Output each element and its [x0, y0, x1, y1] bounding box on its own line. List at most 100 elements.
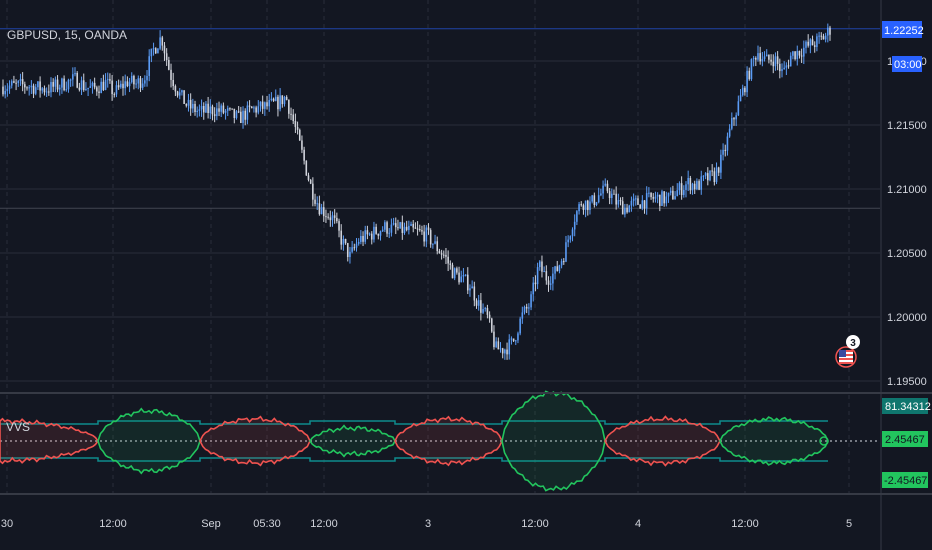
candle-body [216, 108, 218, 117]
candle-body [338, 221, 340, 231]
candle-body [414, 227, 417, 229]
candle-body [69, 79, 72, 81]
candle-body [785, 65, 788, 68]
candle-body [159, 37, 161, 49]
candle-body [632, 198, 635, 201]
candle-body [442, 254, 445, 256]
candle-body [229, 108, 231, 110]
candle-body [178, 92, 181, 96]
candle-body [460, 276, 463, 283]
candle-body [672, 190, 674, 200]
us-flag-icon [839, 350, 853, 364]
candle-body [667, 192, 670, 197]
candle-body [202, 106, 205, 113]
candle-body [582, 205, 585, 210]
candle-body [770, 59, 772, 62]
candle-body [146, 75, 148, 81]
candle-body [508, 339, 511, 355]
candle-body [615, 193, 617, 205]
candle-body [763, 56, 766, 59]
candle-body [711, 170, 713, 172]
candle-body [196, 110, 199, 113]
indicator-upper-tag: 81.34312 [882, 398, 931, 414]
candle-body [724, 149, 727, 151]
time-tick-label: 30 [1, 518, 13, 530]
candle-body [115, 85, 118, 95]
candle-body [630, 200, 633, 206]
countdown-tag: 03:00 [892, 56, 922, 72]
price-tick-label: 1.19500 [887, 376, 927, 388]
candle-body [264, 102, 266, 109]
candle-body [325, 216, 327, 218]
candle-body [416, 228, 419, 230]
candle-body [645, 193, 648, 209]
candle-body [741, 87, 744, 96]
candle-body [691, 183, 694, 191]
candle-body [493, 331, 495, 348]
candle-body [318, 203, 321, 215]
candle-body [554, 266, 556, 274]
economic-event-badge[interactable]: 3 [835, 335, 860, 368]
candle-body [436, 241, 439, 252]
candle-body [248, 105, 251, 107]
candle-body [344, 239, 347, 244]
candle-body [231, 108, 233, 110]
candle-body [301, 140, 303, 150]
candle-body [213, 114, 216, 117]
candle-body [746, 70, 748, 93]
indicator-label[interactable]: VVS [6, 420, 30, 434]
candle-body [665, 196, 668, 204]
candle-body [661, 191, 663, 206]
price-tick-label: 1.21500 [887, 120, 927, 132]
candle-body [541, 261, 543, 272]
candle-body [501, 348, 504, 354]
candle-body [602, 185, 604, 194]
candle-body [438, 251, 441, 254]
candle-body [76, 72, 78, 88]
symbol-title[interactable]: GBPUSD, 15, OANDA [7, 28, 127, 42]
candle-body [364, 230, 367, 242]
candle-body [333, 215, 336, 218]
candle-body [185, 103, 188, 106]
candle-body [172, 79, 175, 87]
candle-body [303, 149, 305, 161]
candle-body [410, 223, 412, 226]
candle-body [320, 207, 323, 215]
vvs-indicator-pane[interactable] [0, 390, 880, 492]
candle-body [28, 87, 30, 89]
candle-body [37, 81, 39, 88]
candle-body [237, 111, 240, 113]
candle-body [593, 195, 596, 206]
candle-body [547, 280, 550, 285]
candle-body [58, 87, 61, 90]
candle-body [744, 87, 746, 93]
candle-body [388, 232, 391, 234]
candle-body [624, 207, 626, 215]
candle-body [290, 113, 292, 115]
candle-body [464, 274, 467, 276]
candle-body [569, 236, 572, 240]
candle-body [722, 149, 724, 155]
candle-body [678, 183, 681, 191]
price-candles[interactable] [2, 23, 831, 360]
candle-body [543, 271, 545, 273]
candle-body [514, 340, 517, 342]
candle-body [545, 271, 548, 281]
candle-body [530, 294, 532, 308]
candle-body [65, 89, 68, 91]
candle-body [56, 79, 59, 90]
candle-body [54, 79, 57, 87]
candle-body [152, 48, 155, 50]
candle-body [181, 90, 183, 93]
candle-body [19, 79, 22, 81]
candle-body [288, 99, 290, 114]
candle-body [648, 192, 650, 194]
candle-body [386, 222, 388, 234]
candle-body [608, 191, 611, 199]
candle-body [707, 173, 709, 181]
candle-body [298, 129, 301, 141]
candle-body [578, 204, 580, 212]
candle-body [512, 338, 515, 342]
candle-body [109, 79, 111, 81]
